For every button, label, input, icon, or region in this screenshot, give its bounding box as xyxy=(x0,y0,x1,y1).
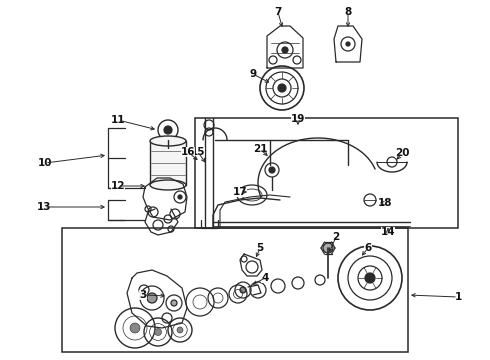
Text: 6: 6 xyxy=(365,243,371,253)
Bar xyxy=(62,228,408,352)
Circle shape xyxy=(278,84,286,92)
Text: 8: 8 xyxy=(344,7,352,17)
Text: 10: 10 xyxy=(38,158,52,168)
Text: 19: 19 xyxy=(291,114,305,124)
Text: 2: 2 xyxy=(332,232,340,242)
Ellipse shape xyxy=(150,180,186,190)
Text: 7: 7 xyxy=(274,7,282,17)
Text: 11: 11 xyxy=(111,115,125,125)
Text: 1: 1 xyxy=(454,292,462,302)
Circle shape xyxy=(154,328,162,336)
Text: 20: 20 xyxy=(395,148,409,158)
Text: 15: 15 xyxy=(191,147,205,157)
Text: 12: 12 xyxy=(111,181,125,191)
Circle shape xyxy=(323,243,333,253)
Bar xyxy=(195,118,458,228)
Circle shape xyxy=(346,42,350,46)
Text: 18: 18 xyxy=(378,198,392,208)
Text: 14: 14 xyxy=(381,227,395,237)
Circle shape xyxy=(164,126,172,134)
Circle shape xyxy=(365,273,375,283)
Circle shape xyxy=(269,167,275,173)
Circle shape xyxy=(240,287,246,293)
Circle shape xyxy=(171,300,177,306)
Text: 21: 21 xyxy=(253,144,267,154)
Bar xyxy=(150,141,186,185)
Circle shape xyxy=(130,323,140,333)
Text: 5: 5 xyxy=(256,243,264,253)
Circle shape xyxy=(282,47,288,53)
Text: 9: 9 xyxy=(249,69,257,79)
Text: 4: 4 xyxy=(261,273,269,283)
Circle shape xyxy=(177,327,183,333)
Circle shape xyxy=(147,293,157,303)
Circle shape xyxy=(178,195,182,199)
Text: 16: 16 xyxy=(181,147,195,157)
Text: 13: 13 xyxy=(37,202,51,212)
Text: 17: 17 xyxy=(233,187,247,197)
Text: 3: 3 xyxy=(139,290,147,300)
Ellipse shape xyxy=(150,136,186,146)
